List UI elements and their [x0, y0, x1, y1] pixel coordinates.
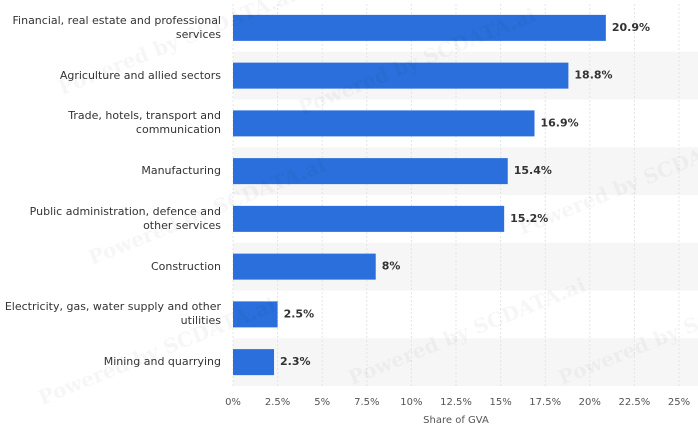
value-label: 2.5%: [284, 307, 315, 320]
category-label: Manufacturing: [141, 164, 221, 178]
value-label: 8%: [382, 260, 401, 273]
value-label: 2.3%: [280, 355, 311, 368]
x-tick-label: 22.5%: [619, 397, 651, 408]
x-tick-label: 2.5%: [265, 397, 290, 408]
category-label: Agriculture and allied sectors: [59, 68, 221, 82]
category-label: Mining and quarrying: [103, 355, 221, 369]
x-tick-label: 15%: [489, 397, 511, 408]
bar: [233, 14, 606, 41]
x-tick-label: 10%: [400, 397, 422, 408]
bar: [233, 62, 569, 89]
value-label: 15.2%: [510, 212, 548, 225]
category-label: Financial, real estate and professional …: [12, 13, 221, 41]
value-label: 18.8%: [574, 69, 612, 82]
category-label: Trade, hotels, transport and communicati…: [68, 109, 221, 137]
bar: [233, 253, 376, 280]
x-tick-label: 12.5%: [440, 397, 472, 408]
value-label: 16.9%: [540, 116, 578, 129]
x-axis-label: Share of GVA: [423, 415, 489, 426]
value-label: 20.9%: [612, 21, 650, 34]
x-tick-label: 20%: [579, 397, 601, 408]
row-band: [233, 338, 698, 386]
x-tick-label: 0%: [225, 397, 241, 408]
x-tick-label: 17.5%: [529, 397, 561, 408]
x-tick-label: 5%: [314, 397, 330, 408]
bar: [233, 301, 278, 328]
bar: [233, 205, 505, 232]
x-tick-label: 7.5%: [354, 397, 379, 408]
value-label: 15.4%: [514, 164, 552, 177]
bar: [233, 349, 275, 376]
category-label: Electricity, gas, water supply and other…: [4, 300, 221, 328]
category-label: Public administration, defence and other…: [29, 204, 221, 232]
bar: [233, 110, 535, 137]
bar: [233, 158, 508, 185]
category-label: Construction: [150, 259, 221, 273]
x-tick-label: 25%: [668, 397, 690, 408]
